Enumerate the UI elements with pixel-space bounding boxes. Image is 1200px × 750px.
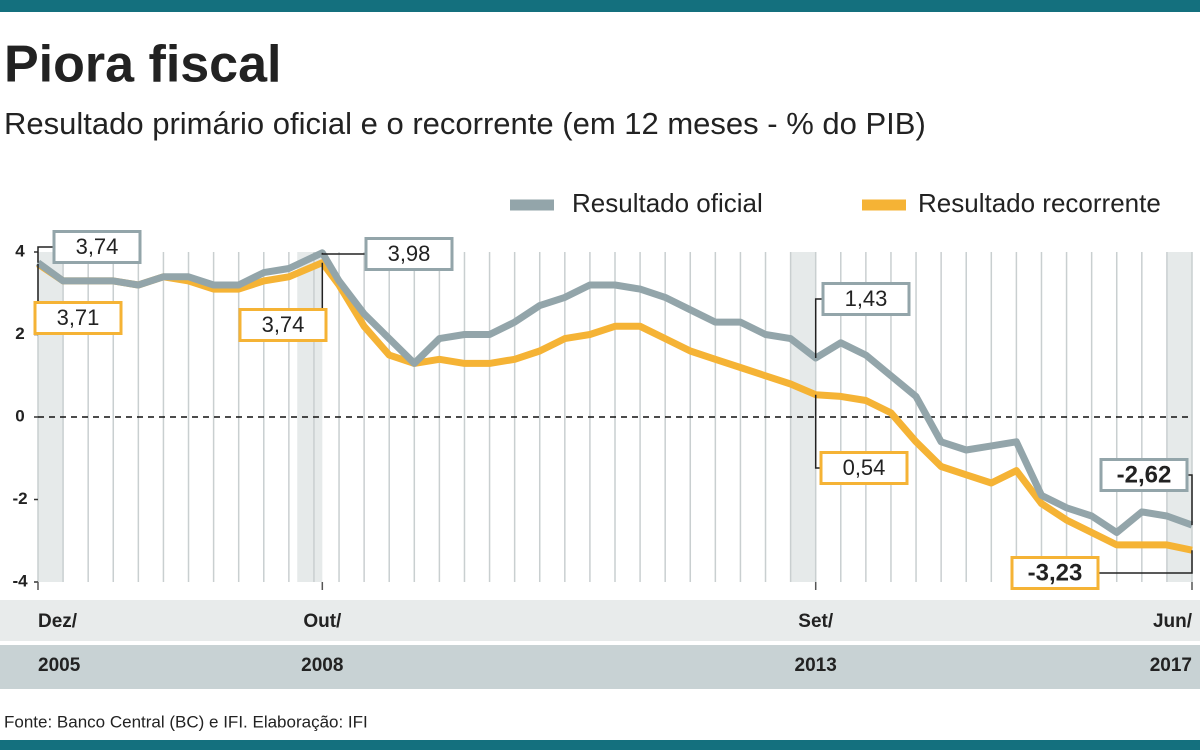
year-band [0,645,1200,689]
top-bar [0,0,1200,12]
annotation-leader [814,298,823,359]
annotation-label: -3,23 [1028,559,1083,586]
chart-title: Piora fiscal [4,36,281,94]
x-tick-year: 2008 [301,655,343,676]
legend-label: Resultado oficial [572,188,763,218]
series-line [36,259,1193,554]
y-tick-label: 0 [15,406,24,425]
annotation-leader [814,394,821,469]
bottom-bar [0,740,1200,750]
annotation-box [238,308,328,342]
x-tick-year: 2013 [795,655,837,676]
annotation-box [819,451,909,485]
annotation-label: 3,98 [388,241,431,266]
annotation-leader [1098,550,1193,574]
annotation-box [1099,458,1189,492]
legend-label: Resultado recorrente [918,188,1161,218]
x-tick-month: Out/ [303,611,342,632]
annotation-label: -2,62 [1117,461,1172,488]
x-tick-month: Dez/ [38,611,78,632]
series-line [35,249,1194,536]
y-tick-label: 2 [15,324,24,343]
y-tick-label: -4 [12,571,28,590]
annotation-box [33,301,123,335]
x-tick-year: 2017 [1150,655,1192,676]
annotation-label: 1,43 [845,286,888,311]
y-tick-label: 4 [15,241,25,260]
annotation-box [821,282,911,316]
annotation-label: 3,71 [57,305,100,330]
x-tick-year: 2005 [38,655,81,676]
annotation-label: 3,74 [76,234,119,259]
annotation-label: 0,54 [843,455,886,480]
x-tick-month: Set/ [798,611,834,632]
annotation-box [1010,556,1100,590]
annotation-label: 3,74 [262,312,305,337]
month-band [0,600,1200,641]
annotation-box [52,230,142,264]
annotation-leader [37,246,54,263]
chart-subtitle: Resultado primário oficial e o recorrent… [4,106,926,141]
annotation-leader [321,252,366,255]
x-tick-month: Jun/ [1153,611,1193,632]
highlight-column [1166,252,1192,582]
y-tick-label: -2 [12,489,27,508]
annotation-leader [1187,474,1193,526]
source: Fonte: Banco Central (BC) e IFI. Elabora… [4,712,368,731]
annotation-box [364,237,454,271]
